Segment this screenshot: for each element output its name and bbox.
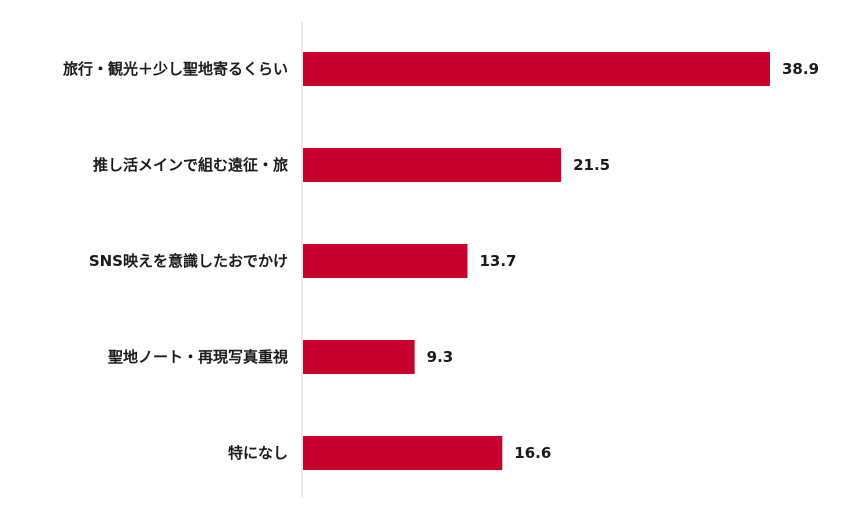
category-label-2: SNS映えを意識したおでかけ: [89, 252, 288, 270]
value-label-0: 38.9: [782, 60, 819, 78]
value-label-4: 16.6: [514, 444, 551, 462]
bar-1: [303, 148, 562, 182]
bar-0: [303, 52, 770, 86]
category-label-4: 特になし: [228, 444, 288, 462]
value-label-3: 9.3: [427, 348, 454, 366]
value-label-2: 13.7: [479, 252, 516, 270]
bar-3: [303, 340, 415, 374]
bar-2: [303, 244, 468, 278]
bars-layer: [303, 52, 770, 470]
category-label-3: 聖地ノート・再現写真重視: [108, 348, 288, 366]
value-labels-layer: 38.9 21.5 13.7 9.3 16.6: [427, 60, 819, 462]
category-label-1: 推し活メインで組む遠征・旅: [93, 156, 288, 174]
category-label-0: 旅行・観光＋少し聖地寄るくらい: [63, 60, 288, 78]
value-label-1: 21.5: [573, 156, 610, 174]
bar-4: [303, 436, 503, 470]
